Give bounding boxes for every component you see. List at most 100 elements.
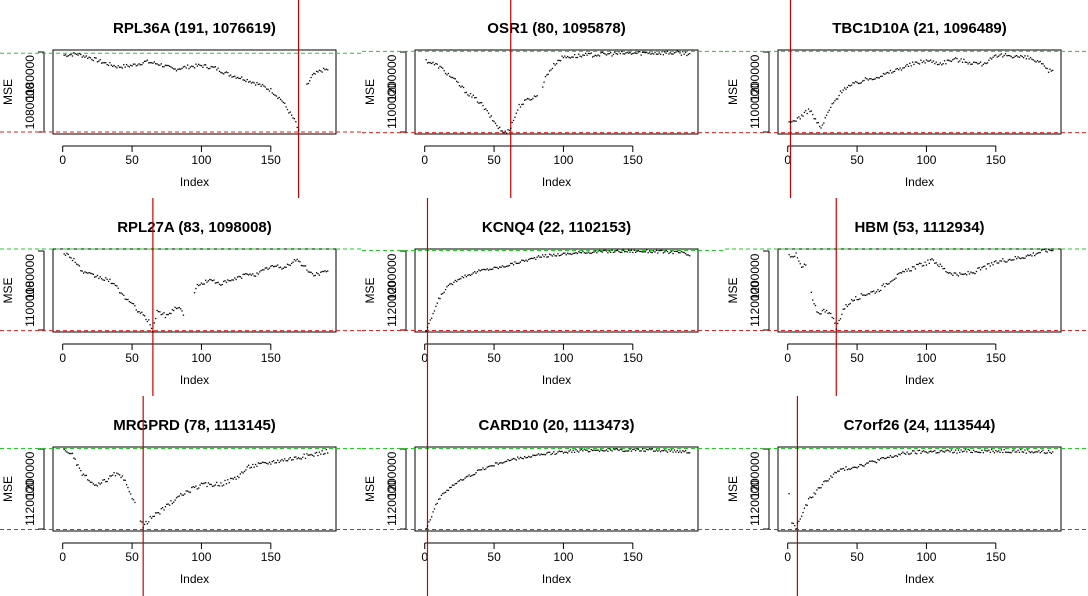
data-point	[447, 489, 449, 492]
data-point	[862, 294, 864, 296]
data-point	[979, 61, 982, 63]
data-point	[67, 253, 69, 256]
data-point	[621, 50, 623, 53]
data-point	[576, 252, 579, 255]
data-point	[493, 266, 495, 268]
data-point	[150, 517, 153, 519]
data-point	[803, 111, 806, 114]
data-point	[64, 254, 67, 256]
data-point	[607, 450, 609, 452]
x-tick-label: 0	[784, 351, 791, 365]
data-point	[295, 260, 297, 262]
data-point	[636, 448, 638, 450]
data-point	[988, 449, 990, 451]
data-point	[590, 52, 592, 54]
data-point	[551, 255, 554, 257]
data-point	[610, 52, 612, 54]
data-point	[117, 65, 119, 67]
data-point	[1010, 452, 1012, 454]
data-point	[561, 253, 563, 255]
data-point	[530, 98, 533, 101]
data-point	[587, 251, 590, 253]
data-point	[132, 303, 135, 305]
data-point	[665, 450, 667, 452]
data-point	[248, 464, 250, 466]
data-point	[999, 54, 1001, 56]
data-point	[141, 521, 143, 523]
data-point	[948, 449, 950, 452]
data-point	[853, 299, 855, 301]
data-point	[322, 270, 325, 273]
panel-title: HBM (53, 1112934)	[854, 219, 984, 236]
data-point	[1020, 257, 1022, 260]
data-point	[910, 65, 912, 67]
data-point	[324, 452, 326, 455]
data-point	[895, 277, 897, 279]
data-point	[314, 452, 316, 454]
data-point	[938, 451, 940, 454]
x-tick-label: 50	[125, 153, 139, 167]
data-point	[1016, 54, 1018, 57]
data-point	[939, 450, 942, 452]
data-point	[458, 480, 461, 482]
data-point	[856, 467, 858, 469]
data-point	[528, 455, 530, 458]
data-point	[878, 77, 880, 79]
data-point	[270, 87, 272, 90]
data-point	[943, 267, 946, 270]
data-point	[611, 450, 613, 452]
data-point	[979, 269, 982, 271]
data-point	[260, 462, 262, 464]
data-point	[145, 318, 147, 321]
data-point	[841, 91, 843, 94]
data-point	[182, 314, 185, 316]
data-point	[92, 59, 94, 62]
data-point	[155, 63, 157, 65]
data-point	[1031, 450, 1033, 453]
data-point	[292, 261, 294, 263]
data-point	[989, 265, 991, 267]
data-point	[945, 63, 947, 65]
data-point	[248, 81, 250, 83]
data-point	[443, 69, 445, 72]
data-point	[888, 283, 890, 285]
data-point	[892, 456, 894, 458]
data-point	[913, 63, 915, 66]
data-point	[621, 251, 623, 253]
x-tick-label: 50	[850, 153, 864, 167]
data-point	[866, 462, 868, 464]
data-point	[1020, 448, 1022, 451]
data-point	[554, 255, 556, 257]
data-point	[166, 503, 168, 505]
data-point	[475, 96, 477, 99]
data-point	[587, 52, 590, 55]
data-point	[629, 251, 631, 253]
y-axis-label: MSE	[1, 476, 15, 502]
data-point	[1011, 450, 1014, 452]
data-point	[82, 272, 85, 274]
data-point	[291, 262, 293, 265]
data-point	[302, 456, 304, 458]
data-point	[171, 67, 174, 69]
data-point	[268, 90, 271, 92]
data-point	[443, 291, 445, 293]
data-point	[125, 484, 128, 486]
data-point	[686, 452, 688, 454]
data-point	[114, 284, 117, 287]
data-point	[203, 482, 205, 484]
data-point	[234, 277, 236, 279]
data-point	[486, 268, 488, 270]
data-point	[159, 64, 161, 66]
x-tick-label: 100	[191, 550, 211, 564]
data-point	[528, 98, 530, 100]
x-tick-label: 0	[421, 550, 428, 564]
data-point	[902, 270, 904, 273]
data-point	[964, 61, 966, 63]
data-point	[288, 264, 290, 266]
data-point	[113, 472, 115, 474]
data-point	[266, 88, 268, 90]
data-point	[146, 523, 149, 525]
data-point	[310, 76, 312, 79]
data-point	[296, 126, 298, 129]
data-point	[864, 294, 867, 297]
